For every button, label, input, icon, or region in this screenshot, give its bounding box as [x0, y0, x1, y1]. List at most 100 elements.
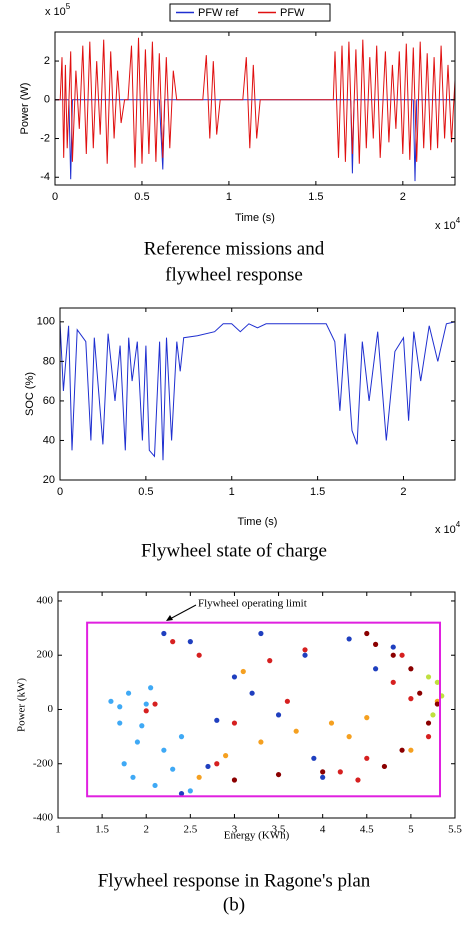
- x-tick-label: 4: [320, 824, 326, 836]
- scatter-point: [267, 658, 273, 664]
- scatter-point: [284, 698, 290, 704]
- scatter-point: [364, 715, 370, 721]
- scatter-point: [434, 679, 440, 685]
- scatter-point: [275, 771, 282, 778]
- scatter-point: [108, 698, 114, 704]
- plot-area: [55, 37, 455, 182]
- plot-frame: [59, 307, 456, 481]
- x-tick-label: 4.5: [360, 824, 374, 836]
- y-tick-label: -4: [40, 171, 50, 183]
- scatter-point: [231, 674, 238, 680]
- multiplier-exponent: 4: [456, 520, 461, 529]
- x-tick-label: 2: [143, 824, 149, 836]
- scatter-point: [425, 720, 432, 726]
- x-tick-label: 1: [229, 486, 235, 498]
- y-tick-label: -2: [40, 132, 50, 144]
- scatter-point: [320, 774, 326, 780]
- x-tick-label: 0: [57, 486, 63, 498]
- scatter-point: [302, 647, 308, 653]
- scatter-point: [117, 704, 123, 710]
- x-tick-label: 1.5: [95, 824, 109, 836]
- scatter-point: [187, 788, 193, 794]
- y-tick-label: -200: [33, 757, 54, 769]
- scatter-point: [355, 777, 361, 783]
- x-tick-label: 1.5: [310, 486, 325, 498]
- y-tick-label: 100: [37, 316, 55, 328]
- multiplier-base: x 10: [45, 6, 66, 18]
- scatter-point: [161, 630, 167, 637]
- x-tick-label: 0.5: [134, 191, 149, 203]
- scatter-point: [373, 641, 379, 647]
- plot-area: [60, 321, 455, 461]
- figure-label: (b): [223, 894, 245, 915]
- scatter-point: [249, 690, 255, 696]
- multiplier-exponent: 4: [456, 216, 461, 225]
- plot-frame: [54, 31, 456, 186]
- axis-multiplier: x 104: [435, 216, 461, 232]
- series-line: [55, 99, 455, 182]
- scatter-point: [143, 708, 149, 714]
- scatter-point: [125, 690, 132, 696]
- legend-label: PFW ref: [198, 7, 239, 19]
- series-line: [60, 321, 455, 461]
- scatter-point: [434, 701, 440, 707]
- scatter-point: [170, 639, 176, 645]
- scatter-point: [134, 739, 140, 745]
- scatter-point: [390, 679, 396, 685]
- x-axis-label: Time (s): [235, 212, 275, 224]
- scatter-point: [231, 720, 238, 726]
- x-tick-label: 3.5: [272, 824, 286, 836]
- y-axis-label: SOC (%): [24, 372, 36, 416]
- x-tick-label: 2: [400, 486, 406, 498]
- scatter-point: [390, 652, 396, 658]
- scatter-point: [320, 769, 326, 775]
- caption: flywheel response: [165, 264, 303, 285]
- scatter-point: [311, 755, 317, 761]
- scatter-point: [214, 761, 220, 767]
- scatter-point: [373, 666, 379, 672]
- series-line: [55, 37, 455, 168]
- multiplier-base: x 10: [435, 524, 456, 536]
- scatter-point: [143, 701, 149, 707]
- limit-box: [86, 621, 442, 798]
- scatter-point: [275, 712, 282, 718]
- scatter-point: [231, 777, 238, 783]
- scatter-point: [408, 747, 414, 753]
- scatter-point: [214, 717, 220, 723]
- scatter-point: [152, 782, 158, 789]
- scatter-point: [399, 747, 405, 753]
- arrow-head: [166, 615, 173, 621]
- x-tick-label: 2: [400, 191, 406, 203]
- y-axis-label: Power (kW): [16, 678, 28, 732]
- scatter-point: [170, 766, 176, 772]
- scatter-point: [328, 720, 335, 726]
- caption: Reference missions and: [144, 238, 325, 259]
- annotation-arrow: [167, 604, 197, 621]
- x-tick-label: 0: [52, 191, 58, 203]
- y-tick-label: 400: [37, 594, 54, 606]
- caption: Flywheel state of charge: [141, 540, 327, 561]
- scatter-point: [258, 630, 264, 637]
- scatter-point: [152, 701, 158, 707]
- legend-box: [169, 3, 331, 22]
- scatter-point: [381, 763, 388, 770]
- scatter-point: [293, 728, 299, 734]
- y-tick-label: 2: [44, 55, 50, 67]
- x-tick-label: 2.5: [183, 824, 197, 836]
- scatter-point: [364, 630, 370, 637]
- y-tick-label: -400: [33, 812, 54, 824]
- scatter-point: [430, 712, 436, 718]
- scatter-point: [178, 734, 185, 740]
- scatter-point: [408, 666, 414, 672]
- y-tick-label: 80: [43, 355, 55, 367]
- multiplier-base: x 10: [435, 220, 456, 232]
- x-tick-label: 1.5: [308, 191, 323, 203]
- y-tick-label: 0: [48, 703, 54, 715]
- caption: Flywheel response in Ragone's plan: [98, 870, 371, 891]
- x-tick-label: 5.5: [448, 824, 462, 836]
- scatter-point: [196, 652, 202, 658]
- y-tick-label: 60: [43, 395, 55, 407]
- scatter-point: [337, 769, 343, 775]
- plot-area: [108, 630, 445, 797]
